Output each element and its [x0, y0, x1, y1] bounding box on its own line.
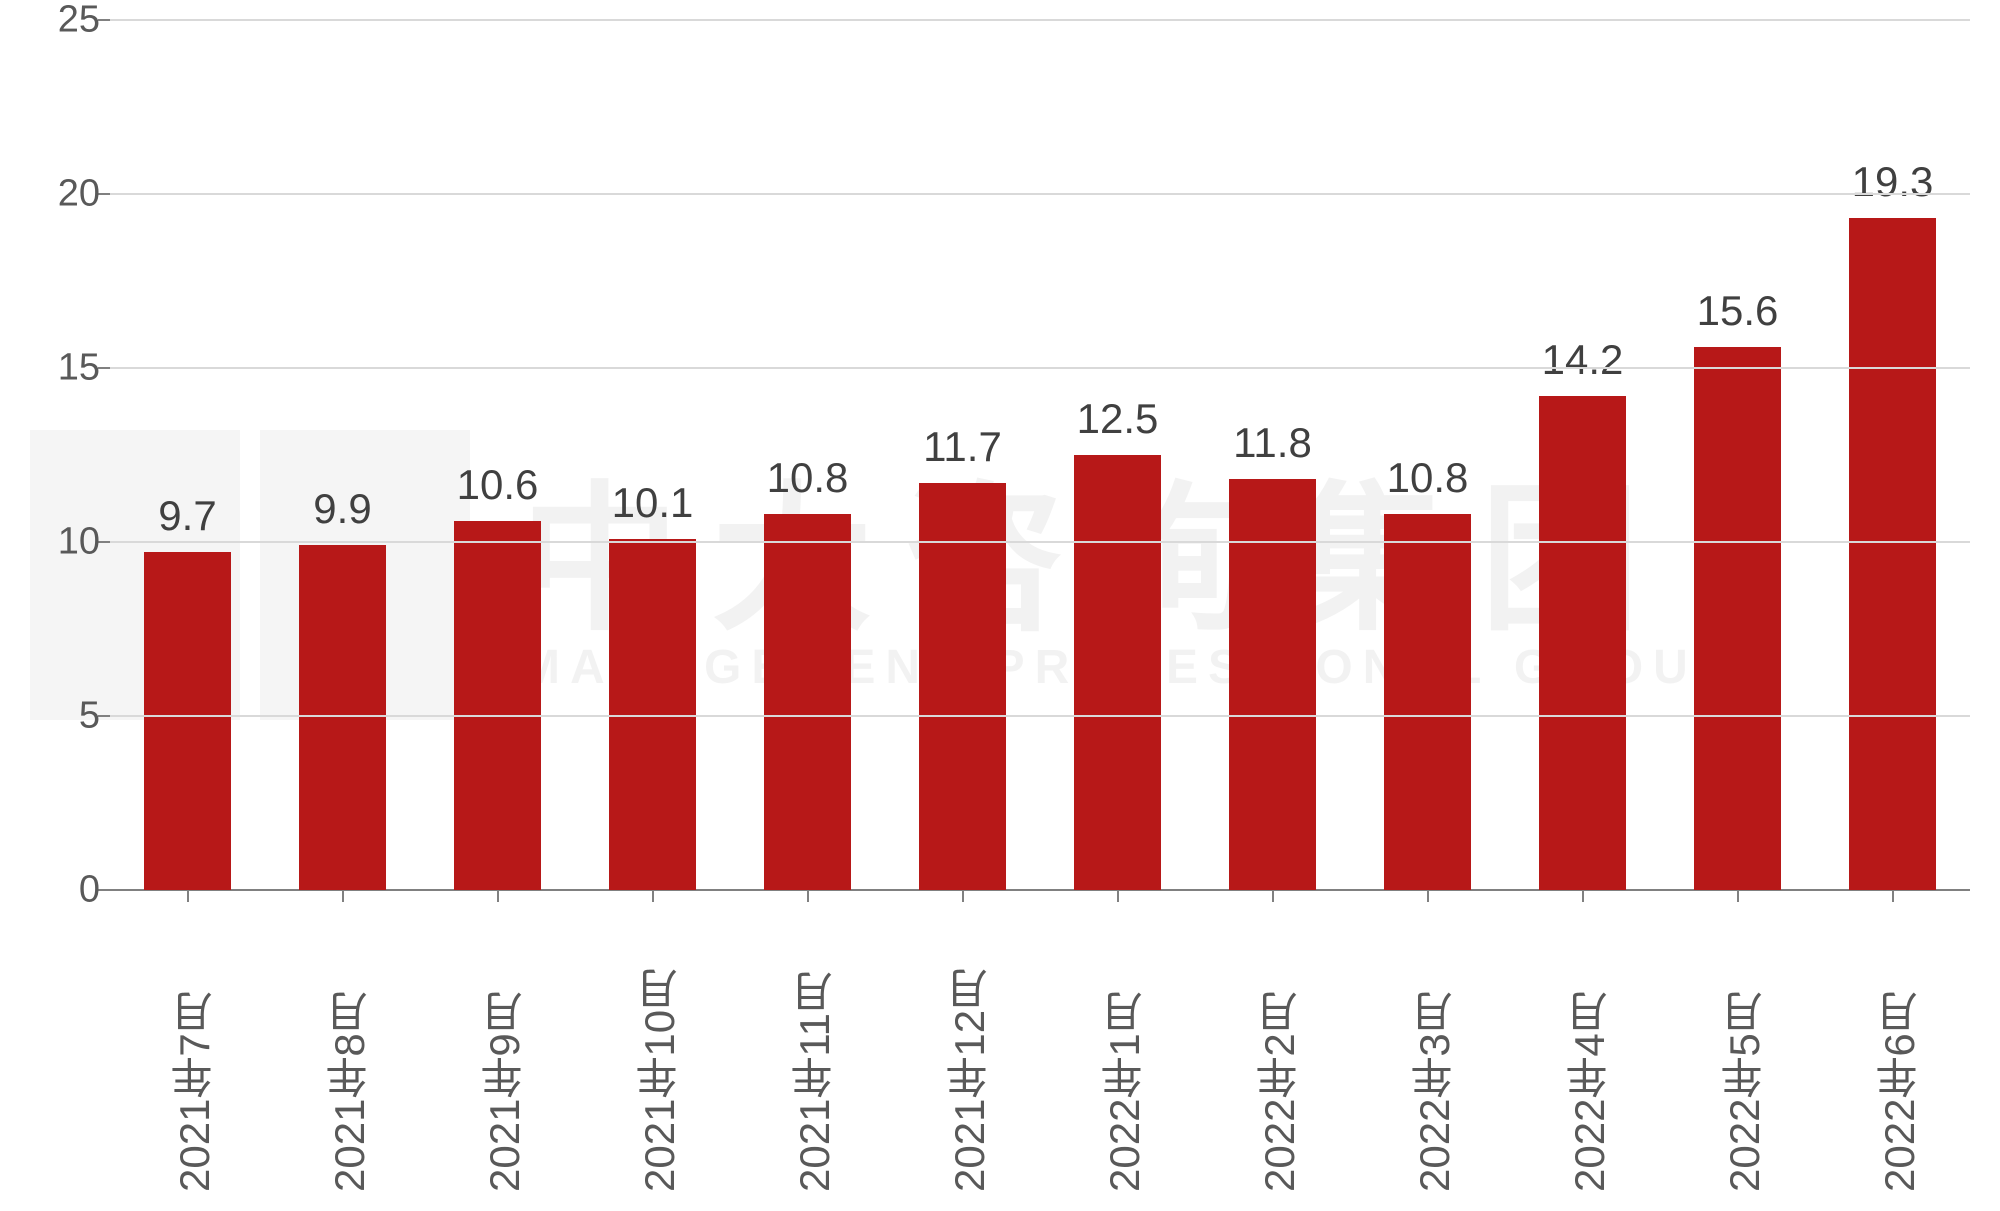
x-axis-label: 2022年5月: [1714, 912, 1775, 1192]
bar-value-label: 9.9: [299, 485, 386, 533]
bar: [1074, 455, 1161, 890]
y-gridline: [110, 19, 1970, 21]
bar-value-label: 10.8: [1384, 454, 1471, 502]
bar-value-label: 11.7: [919, 423, 1006, 471]
x-tickmark: [1272, 890, 1274, 902]
y-tick-label: 0: [10, 869, 100, 912]
x-tickmark: [1582, 890, 1584, 902]
x-axis-label: 2021年12月: [939, 912, 1000, 1192]
x-axis-label: 2021年11月: [784, 912, 845, 1192]
bar: [919, 483, 1006, 890]
x-axis-label: 2021年10月: [629, 912, 690, 1192]
bar: [764, 514, 851, 890]
bar-slot: 19.3: [1849, 218, 1936, 890]
x-tickmark: [1427, 890, 1429, 902]
y-tick-label: 10: [10, 521, 100, 564]
bar-value-label: 10.6: [454, 461, 541, 509]
x-tickmark: [342, 890, 344, 902]
y-tick-label: 25: [10, 0, 100, 42]
bar: [454, 521, 541, 890]
x-axis-label: 2022年6月: [1869, 912, 1930, 1192]
bar-slot: 15.6: [1694, 347, 1781, 890]
bar-value-label: 10.1: [609, 479, 696, 527]
x-tickmark: [807, 890, 809, 902]
x-tickmark: [187, 890, 189, 902]
y-tick-label: 20: [10, 173, 100, 216]
bar-value-label: 11.8: [1229, 419, 1316, 467]
x-axis-label: 2021年8月: [319, 912, 380, 1192]
x-axis-labels-container: 2021年7月 2021年8月 2021年9月 2021年10月 2021年11月 202…: [110, 912, 1970, 1202]
bar-slot: 10.6: [454, 521, 541, 890]
x-axis-label: 2021年9月: [474, 912, 535, 1192]
bar: [144, 552, 231, 890]
bar-slot: 10.8: [764, 514, 851, 890]
bar-slot: 11.7: [919, 483, 1006, 890]
x-axis-label: 2022年1月: [1094, 912, 1155, 1192]
y-tick-label: 5: [10, 695, 100, 738]
bar: [299, 545, 386, 890]
x-tickmark: [1117, 890, 1119, 902]
y-gridline: [110, 367, 1970, 369]
bar-value-label: 10.8: [764, 454, 851, 502]
bar: [1694, 347, 1781, 890]
y-gridline: [110, 715, 1970, 717]
bar-value-label: 9.7: [144, 492, 231, 540]
bar: [1849, 218, 1936, 890]
x-tickmark: [962, 890, 964, 902]
bar-value-label: 15.6: [1694, 287, 1781, 335]
x-axis-label: 2022年4月: [1559, 912, 1620, 1192]
y-tick-label: 15: [10, 347, 100, 390]
bar-slot: 14.2: [1539, 396, 1626, 890]
x-tickmark: [652, 890, 654, 902]
x-axis-label: 2022年2月: [1249, 912, 1310, 1192]
plot-area: 9.7 9.9 10.6 10.1 10.8 11.7 12.5 11.8 10.8 14.2 15…: [110, 20, 1970, 890]
y-gridline: [110, 193, 1970, 195]
bar: [1384, 514, 1471, 890]
x-tickmark: [1892, 890, 1894, 902]
bar-slot: 9.7: [144, 552, 231, 890]
bar-value-label: 14.2: [1539, 336, 1626, 384]
x-tickmark: [1737, 890, 1739, 902]
bar-chart: 中大咨询集团 MANAGEMENT PROFESSIONAL GROUP 9.7…: [0, 0, 2000, 1211]
bar-value-label: 12.5: [1074, 395, 1161, 443]
bar-value-label: 19.3: [1849, 158, 1936, 206]
x-axis-label: 2021年7月: [164, 912, 225, 1192]
y-gridline: [110, 541, 1970, 543]
x-tickmark: [497, 890, 499, 902]
bar-slot: 9.9: [299, 545, 386, 890]
bar: [1539, 396, 1626, 890]
bar-slot: 10.8: [1384, 514, 1471, 890]
bar-slot: 12.5: [1074, 455, 1161, 890]
bars-layer: 9.7 9.9 10.6 10.1 10.8 11.7 12.5 11.8 10.8 14.2 15…: [110, 20, 1970, 890]
x-axis-label: 2022年3月: [1404, 912, 1465, 1192]
